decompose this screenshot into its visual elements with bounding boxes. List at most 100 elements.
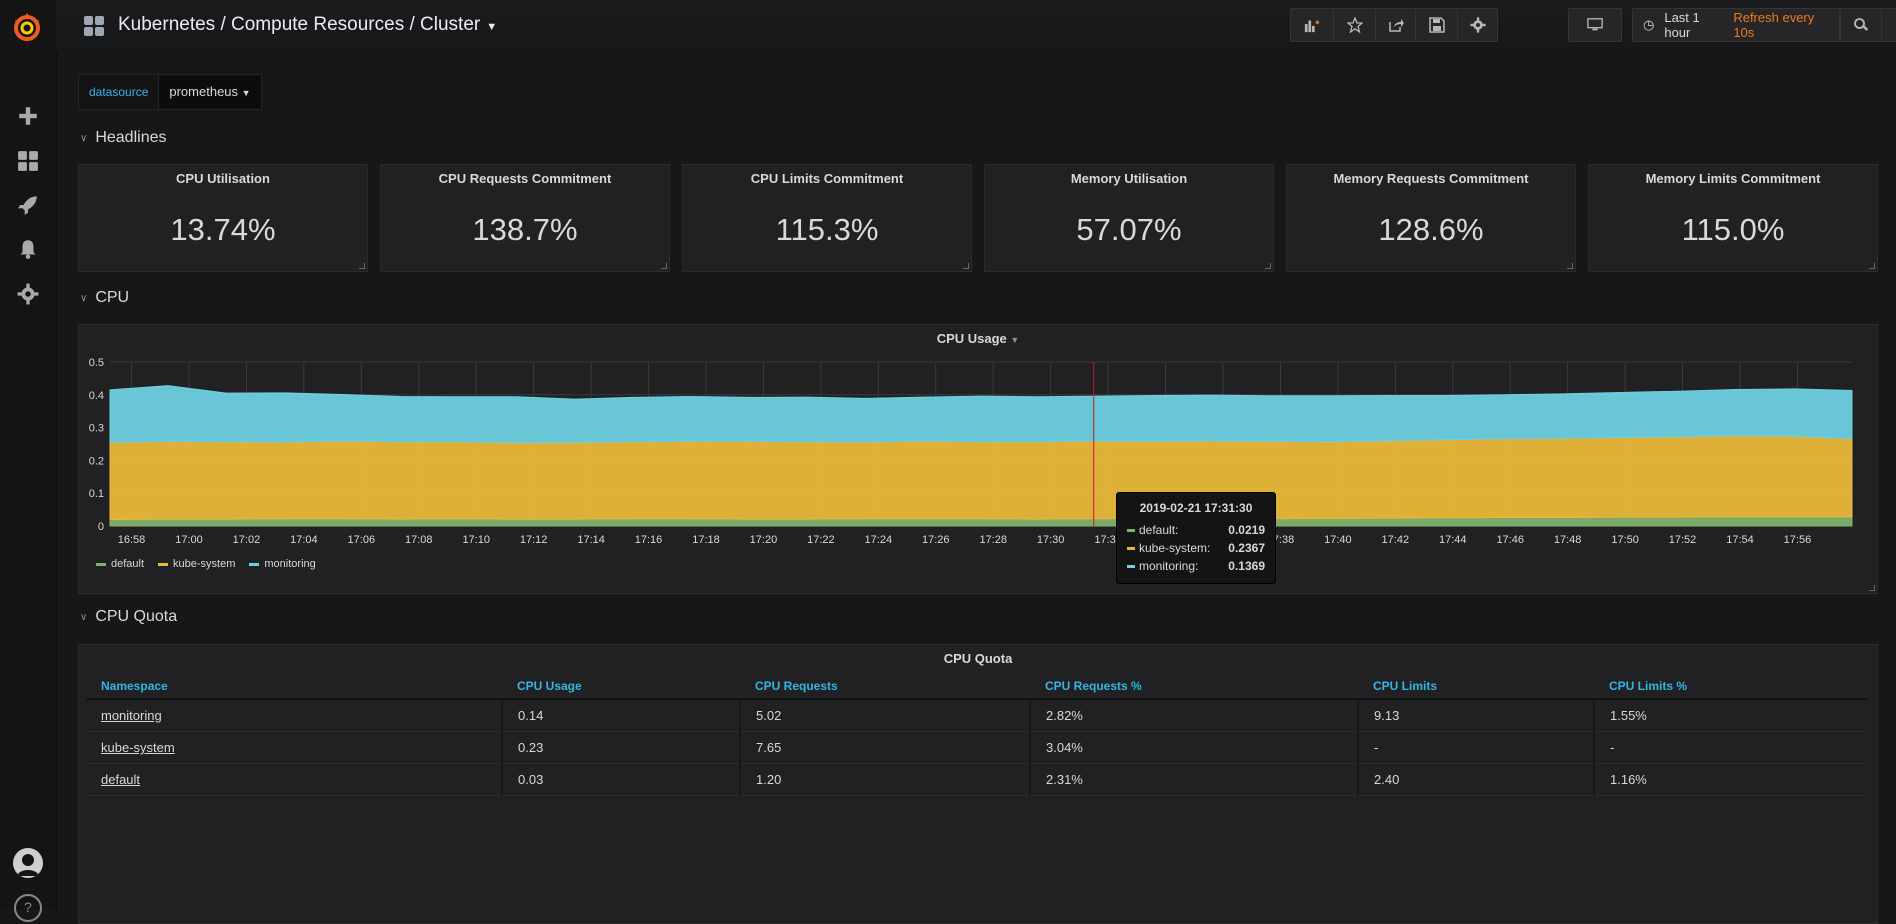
- datasource-caret-icon[interactable]: ▼: [242, 88, 251, 98]
- x-tick-label: 17:22: [807, 534, 835, 546]
- column-header-cpu-usage[interactable]: CPU Usage: [502, 674, 740, 699]
- grafana-logo-icon[interactable]: [10, 10, 44, 44]
- resize-handle[interactable]: [1265, 263, 1271, 269]
- row-collapse-chevron-icon[interactable]: ∨: [80, 133, 87, 144]
- datasource-variable-value[interactable]: prometheus: [169, 84, 238, 99]
- side-menu: ?: [0, 0, 57, 910]
- row-cpu-quota[interactable]: ∨ CPU Quota: [80, 608, 177, 626]
- chart-legend: default kube-system monitoring: [96, 558, 316, 570]
- namespace-link[interactable]: kube-system: [86, 732, 502, 764]
- resize-handle[interactable]: [963, 263, 969, 269]
- table-header-row: Namespace CPU Usage CPU Requests CPU Req…: [86, 674, 1868, 699]
- namespace-link[interactable]: default: [86, 764, 502, 796]
- settings-button[interactable]: [1458, 8, 1498, 42]
- panel-menu-caret-icon[interactable]: ▼: [1010, 335, 1019, 345]
- save-dashboard-button[interactable]: [1416, 8, 1458, 42]
- dashboard-apps-icon[interactable]: [84, 16, 104, 36]
- row-collapse-chevron-icon[interactable]: ∨: [80, 293, 87, 304]
- stat-panel-cpu-utilisation[interactable]: CPU Utilisation 13.74%: [78, 164, 368, 272]
- alerting-bell-icon[interactable]: [14, 235, 42, 263]
- tooltip-row-monitoring: monitoring: 0.1369: [1127, 557, 1265, 575]
- table-cell: 3.04%: [1030, 732, 1358, 764]
- row-collapse-chevron-icon[interactable]: ∨: [80, 612, 87, 623]
- stat-title: Memory Utilisation: [985, 171, 1273, 186]
- user-avatar[interactable]: [13, 848, 43, 878]
- resize-handle[interactable]: [359, 263, 365, 269]
- stat-panel-memory-requests-commitment[interactable]: Memory Requests Commitment 128.6%: [1286, 164, 1576, 272]
- create-plus-icon[interactable]: [14, 102, 42, 130]
- cpu-usage-panel-title[interactable]: CPU Usage ▼: [79, 325, 1877, 354]
- dashboard-title-text[interactable]: Kubernetes / Compute Resources / Cluster: [118, 14, 480, 35]
- row-cpu-quota-title[interactable]: CPU Quota: [95, 608, 177, 626]
- refresh-button[interactable]: [1882, 8, 1896, 42]
- legend-item-kube-system[interactable]: kube-system: [158, 558, 235, 570]
- x-tick-label: 17:14: [577, 534, 605, 546]
- add-panel-icon: [1304, 17, 1320, 33]
- stat-title: Memory Requests Commitment: [1287, 171, 1575, 186]
- table-cell: -: [1358, 732, 1594, 764]
- panel-title-text[interactable]: CPU Usage: [937, 331, 1007, 346]
- title-caret-icon[interactable]: ▼: [486, 21, 497, 33]
- namespace-link[interactable]: monitoring: [86, 699, 502, 732]
- stat-panel-memory-limits-commitment[interactable]: Memory Limits Commitment 115.0%: [1588, 164, 1878, 272]
- x-tick-label: 16:58: [118, 534, 146, 546]
- zoom-out-button[interactable]: [1840, 8, 1882, 42]
- column-header-cpu-requests[interactable]: CPU Requests: [740, 674, 1030, 699]
- table-cell: 5.02: [740, 699, 1030, 732]
- share-button[interactable]: [1376, 8, 1416, 42]
- datasource-variable-select[interactable]: prometheus ▼: [159, 74, 261, 110]
- x-tick-label: 17:28: [979, 534, 1007, 546]
- star-button[interactable]: [1334, 8, 1376, 42]
- row-cpu[interactable]: ∨ CPU: [80, 289, 129, 307]
- view-mode-group: [1568, 8, 1622, 42]
- row-headlines-title[interactable]: Headlines: [95, 129, 166, 147]
- stat-panel-cpu-requests-commitment[interactable]: CPU Requests Commitment 138.7%: [380, 164, 670, 272]
- cycle-view-mode-button[interactable]: [1568, 8, 1622, 42]
- table-cell: -: [1594, 732, 1868, 764]
- legend-item-default[interactable]: default: [96, 558, 144, 570]
- cpu-quota-panel-title[interactable]: CPU Quota: [79, 645, 1877, 673]
- datasource-variable-label: datasource: [78, 74, 159, 110]
- stat-value: 57.07%: [985, 212, 1273, 248]
- legend-label[interactable]: default: [111, 558, 144, 570]
- add-panel-button[interactable]: [1290, 8, 1334, 42]
- table-cell: 1.16%: [1594, 764, 1868, 796]
- stat-value: 128.6%: [1287, 212, 1575, 248]
- row-headlines[interactable]: ∨ Headlines: [80, 129, 166, 147]
- time-range-label: Last 1 hour: [1664, 10, 1723, 40]
- refresh-interval-label: Refresh every 10s: [1733, 10, 1829, 40]
- x-tick-label: 17:24: [865, 534, 893, 546]
- table-cell: 0.23: [502, 732, 740, 764]
- tooltip-series-name: default:: [1139, 523, 1228, 537]
- column-header-cpu-limits[interactable]: CPU Limits: [1358, 674, 1594, 699]
- configuration-gear-icon[interactable]: [14, 280, 42, 308]
- x-tick-label: 17:08: [405, 534, 433, 546]
- x-tick-label: 17:48: [1554, 534, 1582, 546]
- stat-panel-memory-utilisation[interactable]: Memory Utilisation 57.07%: [984, 164, 1274, 272]
- time-picker-button[interactable]: ◷ Last 1 hour Refresh every 10s: [1632, 8, 1840, 42]
- legend-label[interactable]: kube-system: [173, 558, 235, 570]
- tooltip-series-value: 0.2367: [1228, 541, 1265, 555]
- resize-handle[interactable]: [1869, 263, 1875, 269]
- column-header-namespace[interactable]: Namespace: [86, 674, 502, 699]
- resize-handle[interactable]: [1567, 263, 1573, 269]
- explore-rocket-icon[interactable]: [14, 191, 42, 219]
- legend-item-monitoring[interactable]: monitoring: [249, 558, 315, 570]
- stat-panel-cpu-limits-commitment[interactable]: CPU Limits Commitment 115.3%: [682, 164, 972, 272]
- row-cpu-title[interactable]: CPU: [95, 289, 129, 307]
- dashboards-grid-icon[interactable]: [14, 147, 42, 175]
- resize-handle[interactable]: [661, 263, 667, 269]
- star-icon: [1347, 17, 1363, 33]
- help-icon[interactable]: ?: [14, 894, 42, 922]
- column-header-cpu-limits-pct[interactable]: CPU Limits %: [1594, 674, 1868, 699]
- dashboard-title[interactable]: Kubernetes / Compute Resources / Cluster…: [118, 14, 497, 36]
- template-variables: datasource prometheus ▼: [78, 74, 262, 110]
- column-header-cpu-requests-pct[interactable]: CPU Requests %: [1030, 674, 1358, 699]
- area-series-kube-system: [110, 436, 1852, 520]
- x-tick-label: 17:06: [348, 534, 376, 546]
- cpu-quota-table: Namespace CPU Usage CPU Requests CPU Req…: [86, 674, 1868, 796]
- legend-label[interactable]: monitoring: [264, 558, 315, 570]
- resize-handle[interactable]: [1869, 585, 1875, 591]
- stat-title: CPU Limits Commitment: [683, 171, 971, 186]
